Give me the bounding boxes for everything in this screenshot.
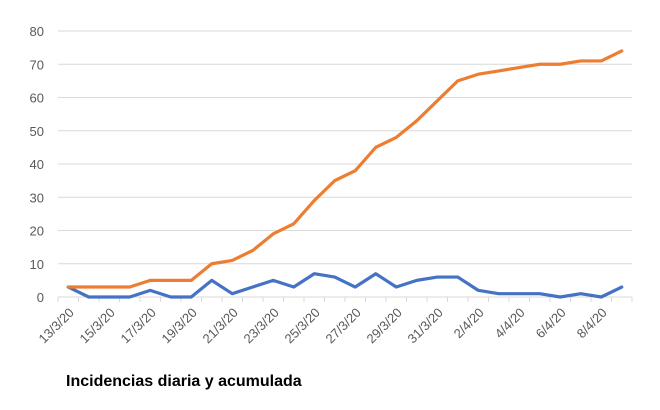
x-tick-label: 4/4/20 (492, 305, 528, 341)
y-tick-label: 60 (30, 91, 44, 106)
series-line-acumulada (66, 49, 624, 289)
y-tick-label: 50 (30, 124, 44, 139)
x-tick-label: 19/3/20 (159, 305, 200, 346)
chart-title: Incidencias diaria y acumulada (66, 373, 302, 390)
y-tick-label: 10 (30, 257, 44, 272)
x-tick-label: 31/3/20 (405, 305, 446, 346)
x-tick-label: 23/3/20 (241, 305, 282, 346)
x-tick-label: 17/3/20 (118, 305, 159, 346)
line-chart: 0 10 20 30 40 50 60 70 80 13/3/20 15/3/20 17/3/20 19… (30, 24, 633, 346)
y-tick-label: 0 (37, 290, 44, 305)
series-line-diaria (66, 272, 624, 299)
x-tick-label: 2/4/20 (451, 305, 487, 341)
y-tick-label: 20 (30, 224, 44, 239)
y-tick-label: 40 (30, 157, 44, 172)
x-tick-label: 29/3/20 (364, 305, 405, 346)
y-tick-label: 30 (30, 190, 44, 205)
x-tick-label: 8/4/20 (574, 305, 610, 341)
y-tick-label: 80 (30, 24, 44, 39)
x-tick-label: 25/3/20 (282, 305, 323, 346)
x-tick-label: 6/4/20 (533, 305, 569, 341)
x-tick-label: 15/3/20 (77, 305, 118, 346)
x-tick-label: 21/3/20 (200, 305, 241, 346)
x-tick-label: 13/3/20 (36, 305, 77, 346)
x-tick-label: 27/3/20 (323, 305, 364, 346)
y-tick-label: 70 (30, 57, 44, 72)
